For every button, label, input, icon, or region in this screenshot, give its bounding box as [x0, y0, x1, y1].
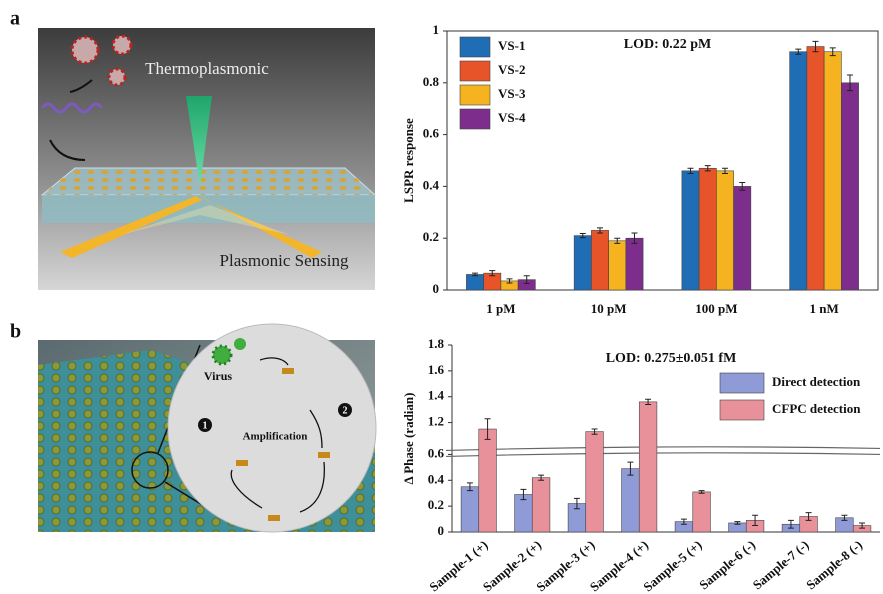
y-tick-label: 0.2	[423, 229, 439, 244]
axis-break	[446, 447, 880, 451]
y-tick-label: 1.6	[428, 362, 445, 377]
virus-icon	[109, 69, 125, 85]
chart: 0 0.2 0.4 0.6 1.2 1.4 1.6 1.8 Δ Phase (radian) LO…	[401, 336, 880, 594]
legend-label: Direct detection	[772, 374, 861, 389]
annotation: LOD: 0.22 pM	[624, 37, 712, 52]
legend-label: VS-4	[498, 110, 526, 125]
bar	[461, 487, 479, 532]
y-tick-label: 1	[433, 22, 440, 37]
bar	[586, 432, 604, 532]
x-tick-label: Sample-6 (-)	[696, 537, 758, 592]
step-number: 2	[343, 405, 348, 416]
figure: a b Thermoplasmonic Plasmonic Sensing	[0, 0, 883, 594]
chart: 0 0.2 0.4 0.6 0.8 1 LSPR response LOD: 0.22 pM 1…	[401, 22, 878, 316]
bar	[609, 241, 626, 290]
legend-swatch	[460, 61, 490, 81]
annotation: LOD: 0.275±0.051 fM	[606, 351, 737, 366]
bar	[479, 429, 497, 532]
x-tick-label: 1 nM	[810, 301, 839, 316]
y-tick-label: 0.2	[428, 497, 444, 512]
panel-label: b	[10, 321, 21, 343]
bar	[734, 186, 751, 290]
illustration-label: Thermoplasmonic	[145, 59, 269, 78]
x-tick-label: 100 pM	[695, 301, 737, 316]
bar	[574, 236, 591, 290]
y-tick-label: 0.8	[423, 74, 440, 89]
y-tick-label: 0.4	[428, 471, 445, 486]
step-number: 1	[203, 420, 208, 431]
x-tick-label: Sample-8 (-)	[803, 537, 865, 592]
y-tick-label: 0.6	[428, 445, 445, 460]
legend-label: VS-1	[498, 38, 525, 53]
receptor-icon	[318, 452, 330, 458]
virus-icon	[113, 36, 131, 54]
x-tick-label: 10 pM	[591, 301, 627, 316]
legend-swatch	[460, 37, 490, 57]
virus-icon	[234, 338, 246, 350]
legend-swatch	[720, 373, 764, 393]
bar	[682, 171, 699, 290]
bar	[626, 238, 643, 290]
y-tick-label: 1.4	[428, 388, 445, 403]
legend-swatch	[460, 85, 490, 105]
bar	[622, 469, 640, 532]
illustration-label: Amplification	[243, 431, 308, 443]
nanoparticles	[42, 168, 375, 195]
receptor-icon	[268, 515, 280, 521]
bar	[639, 402, 657, 532]
bar	[824, 52, 841, 290]
bar	[532, 478, 550, 532]
bar	[807, 47, 824, 290]
x-tick-label: 1 pM	[486, 301, 515, 316]
illustration-b: 1 2 Virus Amplification	[38, 324, 376, 532]
receptor-icon	[282, 368, 294, 374]
y-tick-label: 1.2	[428, 414, 444, 429]
legend-label: VS-2	[498, 62, 525, 77]
illustration-a: Thermoplasmonic Plasmonic Sensing	[38, 28, 375, 290]
y-axis-label: LSPR response	[401, 118, 416, 203]
bar	[841, 83, 858, 290]
bar	[466, 274, 483, 290]
bar	[699, 168, 716, 290]
y-tick-label: 1.8	[428, 336, 445, 351]
y-axis-label: Δ Phase (radian)	[401, 393, 416, 485]
legend-swatch	[720, 400, 764, 420]
bar	[716, 171, 733, 290]
illustration-label: Virus	[204, 369, 233, 383]
y-tick-label: 0	[438, 523, 445, 538]
y-tick-label: 0.6	[423, 126, 440, 141]
legend-label: CFPC detection	[772, 401, 861, 416]
legend-label: VS-3	[498, 86, 526, 101]
x-tick-label: Sample-7 (-)	[750, 537, 812, 592]
y-tick-label: 0.4	[423, 177, 440, 192]
panel-label: a	[10, 8, 20, 30]
receptor-icon	[236, 460, 248, 466]
bar	[790, 52, 807, 290]
bar	[591, 230, 608, 290]
virus-icon	[213, 346, 231, 364]
bar	[693, 492, 711, 532]
x-tick-label: Sample-5 (+)	[640, 537, 704, 594]
illustration-label: Plasmonic Sensing	[220, 251, 349, 270]
axis-break	[446, 453, 880, 457]
y-tick-label: 0	[433, 281, 440, 296]
virus-icon	[72, 37, 98, 63]
legend-swatch	[460, 109, 490, 129]
